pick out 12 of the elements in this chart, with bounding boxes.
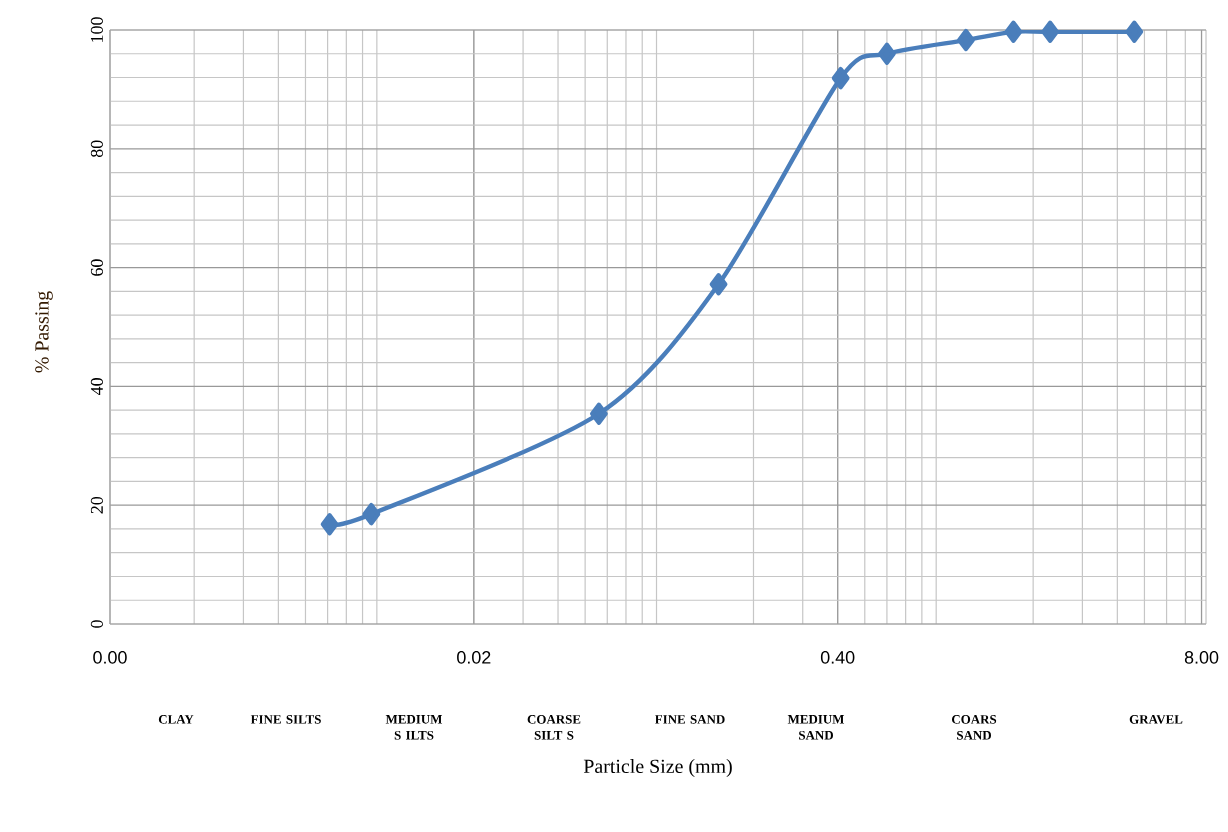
y-tick-label: 40 [90, 378, 103, 396]
x-axis-title: Particle Size (mm) [583, 759, 732, 778]
y-tick-label: 100 [90, 17, 103, 42]
y-tick-label: 20 [90, 496, 103, 514]
y-tick-label: 80 [90, 140, 103, 158]
y-axis-title: % Passing [35, 291, 53, 373]
y-tick-label: 0 [90, 620, 103, 628]
x-tick-label: 0.00 [93, 651, 127, 664]
y-tick-label: 60 [90, 259, 103, 276]
x-tick-label: 0.02 [457, 651, 491, 664]
x-tick-label: 0.40 [820, 651, 855, 664]
x-tick-label: 8.00 [1184, 651, 1219, 664]
